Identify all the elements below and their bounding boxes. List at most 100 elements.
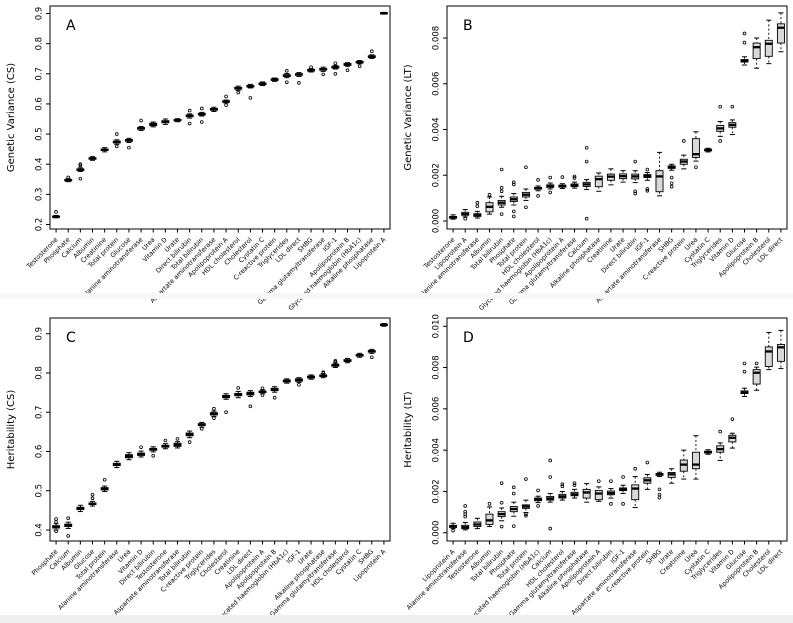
boxplot-calcium — [582, 146, 591, 221]
outlier-point — [511, 491, 516, 496]
boxplot-gamma-glutamyltransferase — [570, 481, 579, 499]
outlier-point — [730, 417, 735, 421]
boxplot-igf-1 — [643, 167, 652, 193]
outlier-point — [333, 61, 338, 66]
panel-genetic-variance-lt: 0.000 0.002 0.004 0.006 0.008 Genetic Varianc… — [403, 5, 788, 311]
boxplot-alkaline-phosphatase — [582, 483, 591, 503]
boxplot-ldl-direct — [776, 12, 785, 53]
boxplot-c-reactive-protein — [197, 421, 206, 431]
boxplot-urate — [667, 468, 676, 484]
y-tick-label: 0.3 — [35, 188, 45, 202]
outlier-point — [297, 382, 301, 387]
outlier-point — [742, 40, 747, 45]
y-tick-label: 0.000 — [432, 521, 442, 545]
boxplot-testosterone — [473, 517, 482, 530]
panel-heritability-lt: 0.000 0.002 0.004 0.006 0.008 0.010 Heritabili… — [403, 314, 788, 623]
iqr-box — [691, 451, 700, 470]
outlier-point — [248, 96, 253, 100]
outlier-point — [524, 205, 528, 210]
outlier-point — [730, 104, 735, 109]
outlier-point — [524, 512, 528, 516]
plot-border — [446, 317, 788, 542]
boxplot-glycated-haemoglobin-hba1c — [355, 60, 364, 69]
outlier-point — [127, 145, 131, 150]
page-seam-bottom — [0, 615, 793, 623]
outlier-point — [357, 64, 362, 69]
outlier-point — [187, 440, 192, 444]
outlier-point — [645, 167, 650, 172]
boxplot-calcium — [546, 458, 555, 531]
iqr-box — [655, 170, 664, 193]
iqr-box — [752, 42, 761, 60]
outlier-point — [236, 386, 241, 390]
boxplot-direct-bilirubin — [606, 479, 615, 506]
outlier-point — [102, 477, 107, 482]
iqr-box — [582, 488, 591, 499]
outlier-point — [669, 181, 674, 186]
boxplot-lipoprotein-a — [461, 209, 470, 221]
outlier-point — [114, 132, 119, 136]
outlier-point — [487, 502, 492, 506]
boxplot-testosterone — [52, 210, 61, 219]
outlier-point — [548, 458, 553, 463]
boxplot-lipoprotein-a — [379, 11, 388, 15]
boxplot-aspartate-aminotransferase — [173, 437, 182, 449]
boxplot-calcium — [64, 516, 73, 538]
outlier-point — [560, 175, 565, 179]
boxplot-total-bilirubin — [497, 481, 506, 529]
outlier-point — [78, 176, 83, 181]
outlier-point — [718, 429, 723, 434]
outlier-point — [609, 502, 613, 506]
boxplot-total-bilirubin — [197, 106, 206, 124]
outlier-point — [669, 175, 674, 180]
boxplot-aspartate-aminotransferase — [655, 151, 664, 197]
boxplot-glycated-haemoglobin-hba1c — [282, 378, 291, 384]
y-tick-label: 0.008 — [432, 355, 442, 379]
y-tick-label: 0.7 — [35, 405, 45, 419]
boxplot-apolipoprotein-b — [343, 62, 352, 72]
outlier-point — [499, 524, 504, 529]
outlier-point — [54, 529, 58, 533]
outlier-point — [248, 404, 253, 409]
outlier-point — [511, 182, 516, 187]
outlier-point — [742, 369, 747, 374]
outlier-point — [224, 410, 228, 415]
outlier-point — [139, 118, 143, 123]
y-tick-label: 0.000 — [432, 209, 442, 233]
boxplot-hdl-cholesterol — [558, 482, 567, 501]
outlier-point — [309, 65, 313, 69]
page-seam-middle — [0, 293, 793, 299]
outlier-point — [212, 416, 216, 420]
iqr-box — [691, 138, 700, 158]
boxplot-lipoprotein-a — [449, 522, 458, 533]
boxplot-direct-bilirubin — [149, 446, 158, 458]
boxplot-hdl-cholesterol — [234, 85, 243, 95]
boxplot-testosterone — [161, 438, 170, 450]
outlier-point — [742, 361, 747, 366]
outlier-point — [536, 194, 540, 198]
y-tick-label: 0.002 — [432, 163, 442, 187]
outlier-point — [151, 454, 156, 458]
outlier-point — [560, 482, 565, 487]
boxplot-ldl-direct — [294, 72, 303, 85]
outlier-point — [657, 487, 662, 492]
boxplot-vitamin-d — [728, 417, 737, 449]
y-tick-label: 0.9 — [35, 327, 45, 341]
outlier-point — [536, 488, 540, 493]
outlier-point — [78, 163, 83, 168]
y-tick-label: 0.008 — [432, 26, 442, 50]
y-tick-label: 0.006 — [432, 72, 442, 96]
boxplot-shbg — [307, 65, 316, 73]
boxplot-apolipoprotein-a — [258, 386, 267, 397]
iqr-box — [764, 39, 773, 57]
outlier-point — [463, 509, 468, 514]
iqr-box — [776, 23, 785, 44]
outlier-point — [187, 108, 192, 113]
boxplot-total-protein — [521, 165, 530, 210]
outlier-point — [499, 212, 504, 216]
boxplot-cholesterol — [246, 83, 255, 100]
panel-letter: A — [66, 18, 76, 34]
y-tick-label: 0.7 — [35, 67, 45, 81]
outlier-point — [596, 479, 601, 483]
boxplot-shbg — [667, 163, 676, 189]
